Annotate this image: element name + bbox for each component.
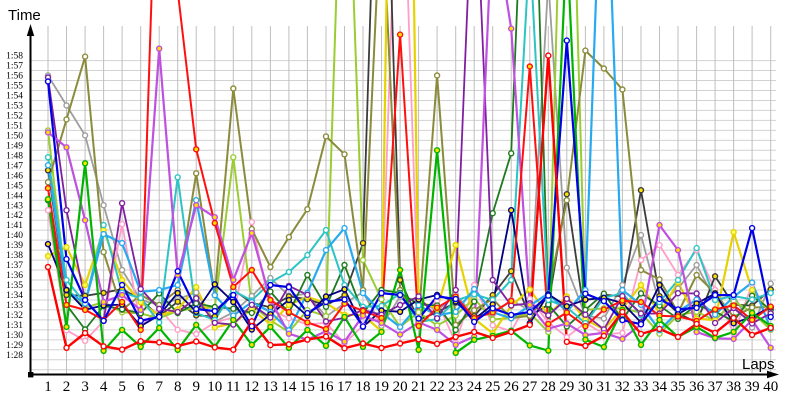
svg-text:14: 14	[281, 379, 297, 395]
svg-text:Laps: Laps	[742, 356, 775, 373]
svg-text:1:28: 1:28	[6, 351, 23, 361]
svg-text:1:47: 1:47	[6, 161, 23, 171]
svg-text:1:38: 1:38	[6, 251, 23, 261]
svg-text:31: 31	[596, 379, 611, 395]
svg-text:12: 12	[244, 379, 259, 395]
svg-text:1:36: 1:36	[6, 271, 23, 281]
svg-text:1:51: 1:51	[6, 122, 23, 132]
svg-text:1:42: 1:42	[6, 211, 23, 221]
svg-text:25: 25	[485, 379, 500, 395]
svg-text:1:45: 1:45	[6, 181, 23, 191]
svg-text:1:30: 1:30	[6, 331, 23, 341]
svg-text:1:32: 1:32	[6, 311, 23, 321]
svg-text:11: 11	[226, 379, 240, 395]
svg-text:1:49: 1:49	[6, 141, 23, 151]
svg-text:10: 10	[207, 379, 222, 395]
svg-text:13: 13	[263, 379, 278, 395]
svg-text:1:40: 1:40	[6, 231, 23, 241]
svg-text:5: 5	[118, 379, 126, 395]
svg-text:1:54: 1:54	[6, 92, 23, 102]
svg-text:9: 9	[192, 379, 200, 395]
svg-text:17: 17	[337, 379, 353, 395]
svg-text:15: 15	[300, 379, 315, 395]
svg-text:24: 24	[467, 379, 483, 395]
svg-text:18: 18	[356, 379, 371, 395]
svg-text:1:53: 1:53	[6, 102, 23, 112]
svg-text:1:52: 1:52	[6, 112, 23, 122]
svg-text:8: 8	[174, 379, 182, 395]
svg-text:1:44: 1:44	[6, 191, 23, 201]
svg-text:36: 36	[689, 379, 705, 395]
svg-text:1:34: 1:34	[6, 291, 23, 301]
svg-text:1:37: 1:37	[6, 261, 23, 271]
svg-text:1:56: 1:56	[6, 72, 23, 82]
svg-text:21: 21	[411, 379, 426, 395]
svg-text:1:29: 1:29	[6, 341, 23, 351]
svg-text:1:57: 1:57	[6, 62, 23, 72]
svg-text:1:58: 1:58	[6, 52, 23, 62]
svg-text:4: 4	[100, 379, 108, 395]
svg-text:1:33: 1:33	[6, 301, 23, 311]
svg-text:1:55: 1:55	[6, 82, 23, 92]
svg-text:29: 29	[559, 379, 574, 395]
svg-text:7: 7	[155, 379, 163, 395]
svg-text:37: 37	[708, 379, 724, 395]
svg-text:6: 6	[137, 379, 145, 395]
svg-text:1:46: 1:46	[6, 171, 23, 181]
svg-text:19: 19	[374, 379, 389, 395]
svg-text:1:31: 1:31	[6, 321, 23, 331]
svg-text:27: 27	[522, 379, 538, 395]
svg-text:40: 40	[763, 379, 778, 395]
svg-text:22: 22	[430, 379, 445, 395]
svg-text:1:50: 1:50	[6, 132, 23, 142]
svg-text:Time: Time	[8, 7, 41, 24]
svg-text:3: 3	[81, 379, 89, 395]
svg-text:1:43: 1:43	[6, 201, 23, 211]
svg-text:1:48: 1:48	[6, 151, 23, 161]
svg-text:1: 1	[44, 379, 52, 395]
svg-text:1:39: 1:39	[6, 241, 23, 251]
svg-text:23: 23	[448, 379, 463, 395]
svg-text:38: 38	[726, 379, 741, 395]
svg-text:28: 28	[541, 379, 556, 395]
svg-text:1:35: 1:35	[6, 281, 23, 291]
svg-text:16: 16	[319, 379, 335, 395]
svg-text:34: 34	[652, 379, 668, 395]
svg-text:33: 33	[634, 379, 649, 395]
svg-text:30: 30	[578, 379, 593, 395]
svg-text:2: 2	[63, 379, 71, 395]
svg-text:35: 35	[671, 379, 686, 395]
svg-text:26: 26	[504, 379, 520, 395]
svg-text:20: 20	[393, 379, 408, 395]
svg-text:32: 32	[615, 379, 630, 395]
svg-text:39: 39	[745, 379, 760, 395]
svg-text:1:41: 1:41	[6, 221, 23, 231]
